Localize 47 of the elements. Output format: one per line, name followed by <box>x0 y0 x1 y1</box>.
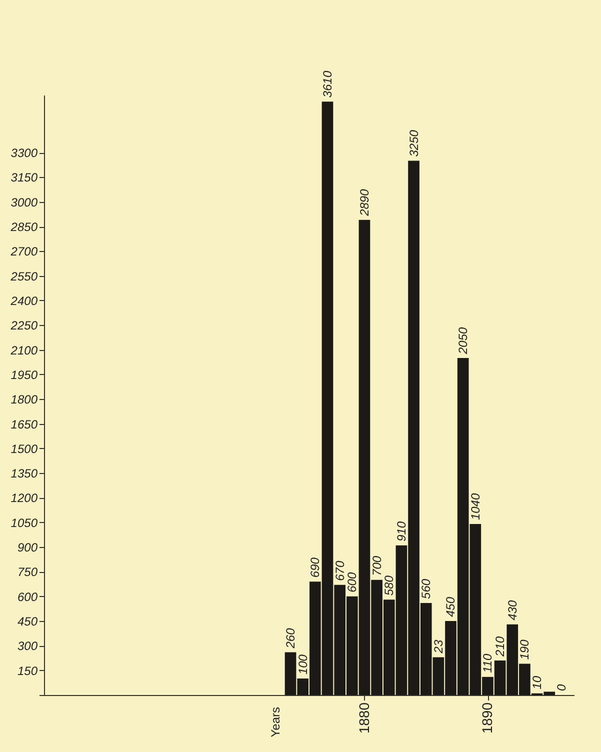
y-tick-label: 2850 <box>10 220 38 234</box>
data-label: 210 <box>493 636 508 658</box>
y-tick-label: 1200 <box>10 491 38 506</box>
x-tick-label: 1890 <box>479 702 496 734</box>
y-tick-label: 900 <box>17 540 38 555</box>
text: Years <box>268 707 283 738</box>
data-label: 260 <box>284 628 298 650</box>
y-tick-label: 3300 <box>10 146 38 160</box>
data-label: 3610 <box>320 70 334 98</box>
y-tick-label: 600 <box>17 590 38 604</box>
data-label: 2890 <box>357 188 372 217</box>
y-tick-label: 3000 <box>10 195 38 210</box>
data-label: 670 <box>332 560 347 581</box>
data-label: 1040 <box>468 493 482 520</box>
data-label: 190 <box>518 639 532 660</box>
y-tick-label: 2550 <box>10 269 38 284</box>
y-tick-label: 2700 <box>10 244 38 259</box>
data-label: 2050 <box>456 326 470 356</box>
y-tick-label: 1050 <box>10 516 38 530</box>
data-label: 580 <box>382 575 396 596</box>
y-tick-label: 300 <box>17 639 38 654</box>
annotation: 23 <box>431 640 446 654</box>
data-label: 910 <box>394 521 408 542</box>
y-tick-label: 1650 <box>10 417 38 432</box>
y-tick-label: 2400 <box>10 294 38 308</box>
y-tick-label: 150 <box>17 664 38 678</box>
data-label: 600 <box>345 572 360 592</box>
y-tick-label: 2100 <box>10 343 38 358</box>
y-tick-label: 1350 <box>10 466 38 481</box>
y-tick-label: 1800 <box>10 392 38 407</box>
x-tick-label: 1880 <box>356 702 372 734</box>
data-label: 100 <box>296 654 310 675</box>
data-label: 560 <box>419 578 434 599</box>
y-tick-label: 750 <box>17 565 38 580</box>
y-tick-label: 3150 <box>10 170 38 185</box>
data-label: 0 <box>554 684 569 691</box>
y-tick-label: 1500 <box>10 442 38 456</box>
data-label: 690 <box>308 557 322 578</box>
y-tick-label: 450 <box>17 614 38 629</box>
data-label: 700 <box>370 556 384 576</box>
data-label: 430 <box>505 600 520 620</box>
y-tick-label: 2250 <box>10 318 38 333</box>
data-label: 110 <box>480 653 495 673</box>
data-label: 450 <box>444 596 458 618</box>
data-label: 10 <box>530 676 544 690</box>
data-label: 3250 <box>406 130 421 157</box>
y-tick-label: 1950 <box>10 368 38 382</box>
